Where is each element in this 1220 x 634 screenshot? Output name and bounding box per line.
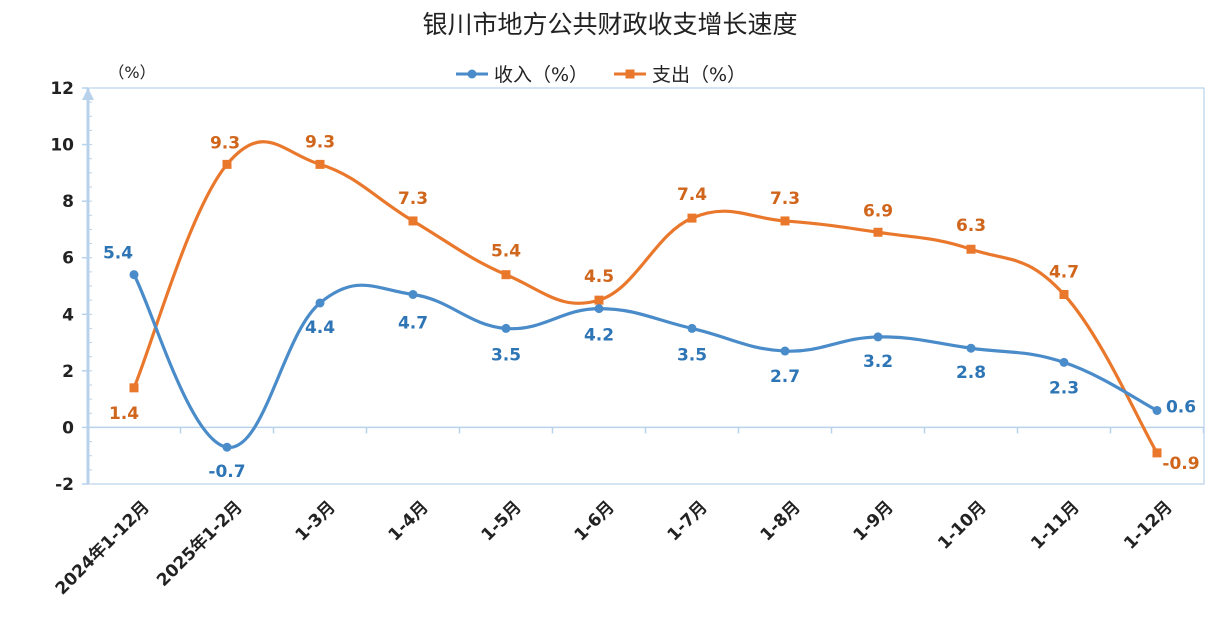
data-point [687,323,697,333]
data-point [222,159,232,169]
data-label: 3.5 [677,345,707,365]
x-tick-label: 1-6月 [571,497,619,545]
data-label: 5.4 [103,244,133,264]
data-point [315,159,325,169]
data-label: 9.3 [210,133,240,153]
data-label-layer: 1.4 9.3 9.3 7.3 5.4 4.5 7.4 7.3 6.9 6.3 4.7 -0.9 5.4… [103,132,1200,482]
legend-item-expenditure: 支出（%） [614,64,746,86]
y-tick-label: 2 [62,362,74,382]
data-label: 3.2 [863,352,893,372]
data-label: 7.3 [398,189,428,209]
series-layer [129,140,1162,458]
y-tick-label: 10 [50,136,74,156]
x-tick-label: 1-9月 [850,497,898,545]
data-label: 7.4 [677,185,707,205]
y-axis: 12 10 8 6 4 2 0 -2 [50,79,94,495]
x-axis: 2024年1-12月 2025年1-2月 1-3月 1-4月 1-5月 1-6月 1-7月 1… [51,426,1205,599]
series-income [129,270,1162,452]
x-tick-label: 1-4月 [385,497,433,545]
x-tick-label: 1-12月 [1120,497,1176,553]
series-line [132,273,1159,449]
data-point [129,383,139,393]
x-tick-label: 1-7月 [664,497,712,545]
series-line [132,140,1159,455]
data-point [966,244,976,254]
data-label: 2.7 [770,367,800,387]
data-point [1152,448,1162,458]
x-tick-label: 1-3月 [292,497,340,545]
data-label: 1.4 [109,404,139,424]
legend-income-marker [467,69,477,79]
data-point [873,332,883,342]
chart-title: 银川市地方公共财政收支增长速度 [422,10,797,39]
data-label: -0.9 [1162,454,1199,474]
data-label: 4.5 [584,267,614,287]
data-label: 9.3 [305,132,335,152]
data-label: 3.5 [491,345,521,365]
data-point [1152,405,1162,415]
data-point [687,213,697,223]
data-point [594,295,604,305]
x-tick-label: 1-5月 [478,497,526,545]
data-point [1059,289,1069,299]
data-point [222,442,232,452]
y-axis-unit: （%） [108,63,155,82]
data-point [408,289,418,299]
data-label: 5.4 [491,242,521,262]
x-tick-label: 1-11月 [1027,497,1083,553]
data-label: 4.4 [305,318,335,338]
data-point [315,298,325,308]
data-label: -0.7 [208,462,245,482]
data-label: 2.3 [1049,378,1079,398]
legend-item-income: 收入（%） [456,64,588,86]
data-point [408,216,418,226]
data-point [1059,357,1069,367]
data-point [780,216,790,226]
data-label: 2.8 [956,363,986,383]
y-axis-arrow [82,88,94,100]
data-point [873,227,883,237]
y-tick-label: 8 [62,192,74,212]
y-tick-label: 6 [62,249,74,269]
x-tick-label: 2024年1-12月 [51,497,153,599]
legend-income-label: 收入（%） [494,64,588,86]
x-tick-label: 1-10月 [934,497,990,553]
data-point [966,343,976,353]
y-tick-label: 4 [62,305,74,325]
data-label: 6.9 [863,201,893,221]
data-point [780,346,790,356]
data-point [594,304,604,314]
y-tick-label: 0 [62,418,74,438]
legend: 收入（%） 支出（%） [456,64,746,86]
data-label: 0.6 [1166,397,1196,417]
y-tick-label: 12 [50,79,74,99]
data-label: 4.7 [1049,262,1079,282]
x-tick-label: 1-8月 [757,497,805,545]
data-point [501,323,511,333]
legend-expenditure-marker [625,69,635,79]
data-label: 4.2 [584,326,614,346]
data-label: 4.7 [398,313,428,333]
x-tick-label: 2025年1-2月 [152,497,246,591]
data-label: 6.3 [956,216,986,236]
data-label: 7.3 [770,189,800,209]
legend-expenditure-label: 支出（%） [652,64,746,86]
series-expenditure [129,140,1162,458]
data-point [501,270,511,280]
y-tick-label: -2 [55,475,74,495]
data-point [129,270,139,280]
